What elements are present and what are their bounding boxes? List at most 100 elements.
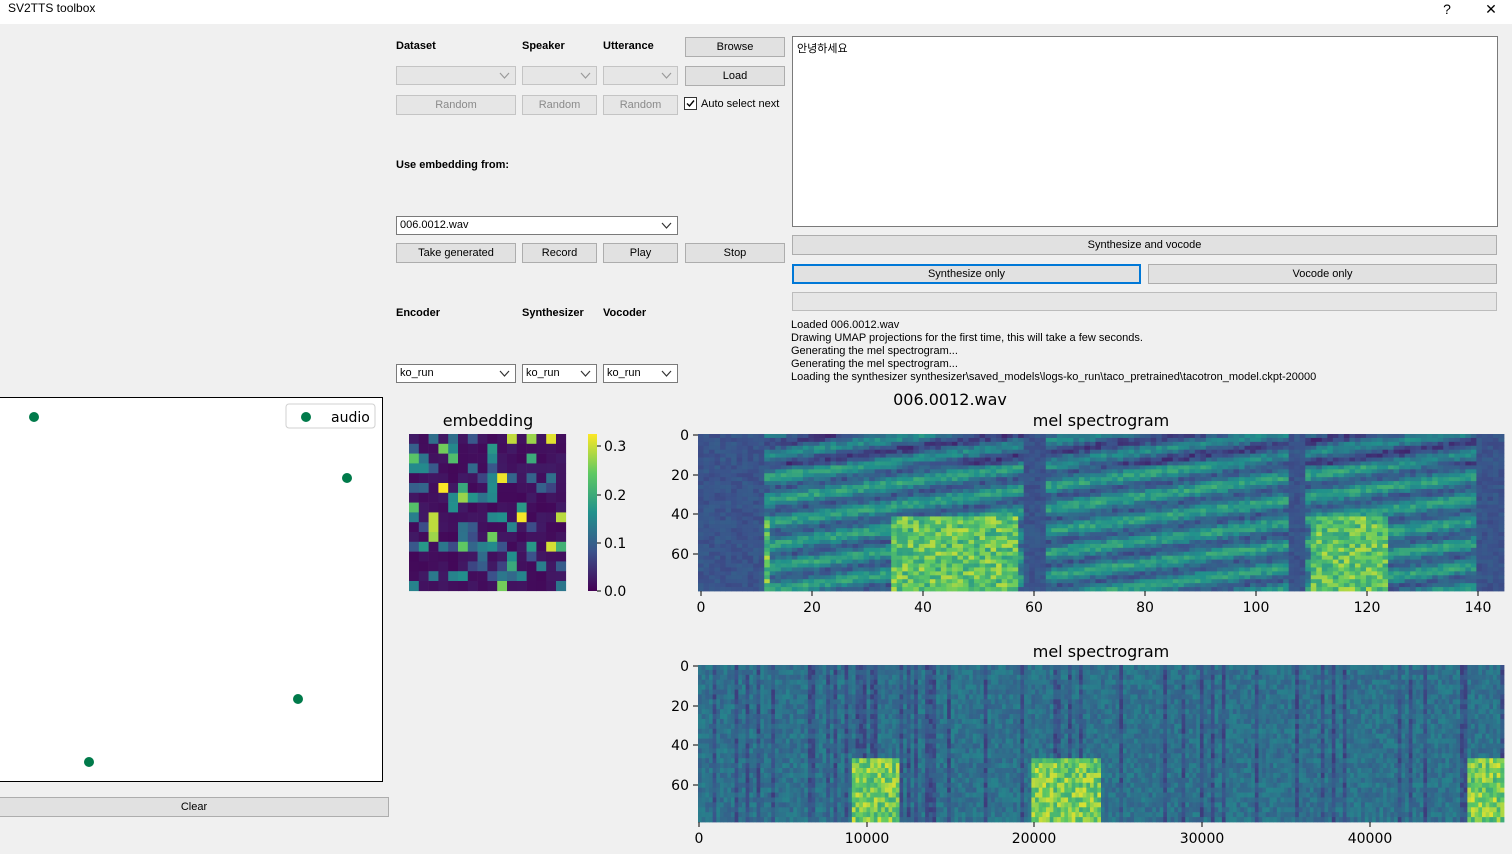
spectrogram-cell <box>1310 520 1317 525</box>
spectrogram-cell <box>758 465 765 470</box>
help-icon[interactable]: ? <box>1443 1 1451 17</box>
spectrogram-cell <box>1084 500 1091 506</box>
spectrogram-cell <box>1239 508 1245 513</box>
spectrogram-cell <box>808 488 815 494</box>
play-button[interactable]: Play <box>603 243 678 263</box>
spectrogram-cell <box>1227 441 1234 447</box>
vocoder-value: ko_run <box>607 367 641 379</box>
utterance-select[interactable] <box>603 66 678 85</box>
spectrogram-cell <box>863 485 870 490</box>
stop-button[interactable]: Stop <box>685 243 785 263</box>
spectrogram-cell <box>764 539 771 545</box>
synthesize-only-button[interactable]: Synthesize only <box>792 264 1141 284</box>
spectrogram-cell <box>1051 563 1058 568</box>
random-utterance-button[interactable]: Random <box>603 95 678 115</box>
spectrogram-cell <box>797 520 804 525</box>
spectrogram-cell <box>1222 473 1229 478</box>
spectrogram-cell <box>736 437 743 443</box>
spectrogram-cell <box>1305 477 1312 482</box>
spectrogram-cell <box>1172 465 1179 470</box>
spectrogram-cell <box>907 543 914 549</box>
vocoder-select[interactable]: ko_run <box>603 364 678 383</box>
spectrogram-cell <box>1332 528 1339 533</box>
spectrogram-cell <box>808 543 815 549</box>
spectrogram-cell <box>1029 520 1036 525</box>
spectrogram-cell <box>1183 508 1190 513</box>
spectrogram-cell <box>1145 536 1152 541</box>
spectrogram-cell <box>918 563 925 568</box>
spectrogram-cell <box>1167 528 1174 533</box>
spectrogram-cell <box>1261 575 1268 580</box>
spectrogram-cell <box>819 469 826 474</box>
spectrogram-cell <box>1189 469 1196 474</box>
spectrogram-cell <box>780 441 787 447</box>
spectrogram-cell <box>1244 524 1251 529</box>
spectrogram-cell <box>747 488 754 494</box>
spectrogram-cell <box>709 488 715 494</box>
dataset-select[interactable] <box>396 66 516 85</box>
spectrogram-cell <box>802 516 809 521</box>
close-icon[interactable]: ✕ <box>1485 1 1497 17</box>
spectrogram-cell <box>775 587 782 592</box>
browse-button[interactable]: Browse <box>685 37 785 57</box>
spectrogram-cell <box>709 587 715 592</box>
spectrogram-cell <box>1040 441 1047 447</box>
spectrogram-cell <box>863 469 870 474</box>
spectrogram-cell <box>896 555 903 560</box>
spectrogram-cell <box>802 528 809 533</box>
spectrogram-cell <box>1056 453 1063 458</box>
speaker-select[interactable] <box>522 66 597 85</box>
spectrogram-cell <box>874 539 881 545</box>
clear-button[interactable]: Clear <box>0 797 389 817</box>
spectrogram-cell <box>731 520 738 525</box>
spectrogram-cell <box>1272 559 1279 564</box>
synthesizer-select[interactable]: ko_run <box>522 364 597 383</box>
record-button[interactable]: Record <box>522 243 597 263</box>
spectrogram-cell <box>758 575 765 580</box>
spectrogram-cell <box>802 587 809 592</box>
encoder-select[interactable]: ko_run <box>396 364 516 383</box>
spectrogram-cell <box>946 539 953 545</box>
spectrogram-cell <box>1123 445 1130 451</box>
spectrogram-cell <box>918 583 925 588</box>
random-speaker-button[interactable]: Random <box>522 95 597 115</box>
spectrogram-cell <box>714 453 721 458</box>
spectrogram-cell <box>1095 485 1102 490</box>
spectrogram-cell <box>836 551 842 557</box>
synthesize-and-vocode-button[interactable]: Synthesize and vocode <box>792 235 1497 255</box>
vocode-only-button[interactable]: Vocode only <box>1148 264 1497 284</box>
embedding-source-select[interactable]: 006.0012.wav <box>396 216 678 235</box>
spectrogram-cell <box>780 520 787 525</box>
spectrogram-cell <box>979 488 986 494</box>
spectrogram-cell <box>1062 539 1069 545</box>
spectrogram-cell <box>1244 437 1251 443</box>
spectrogram-cell <box>786 583 793 588</box>
auto-select-checkbox[interactable] <box>684 97 697 110</box>
spectrogram-cell <box>1145 587 1152 592</box>
spectrogram-cell <box>1283 434 1290 439</box>
spectrogram-cell <box>1128 512 1135 517</box>
spectrogram-cell <box>935 485 942 490</box>
spectrogram-cell <box>996 504 1003 509</box>
take-generated-button[interactable]: Take generated <box>396 243 516 263</box>
spectrogram-cell <box>918 551 925 557</box>
spectrogram-cell <box>731 575 738 580</box>
spectrogram-cell <box>1294 496 1301 502</box>
spectrogram-cell <box>1294 555 1301 560</box>
spectrogram-cell <box>1062 469 1069 474</box>
heatmap-cell <box>507 532 518 543</box>
spectrogram-cell <box>775 492 782 498</box>
spectrogram-cell <box>1288 457 1295 462</box>
heatmap-cell <box>546 483 557 494</box>
spectrogram-cell <box>1051 547 1058 553</box>
spectrogram-cell <box>1034 543 1041 549</box>
load-button[interactable]: Load <box>685 66 785 86</box>
random-dataset-button[interactable]: Random <box>396 95 516 115</box>
spectrogram-cell <box>858 539 865 545</box>
spectrogram-cell <box>946 551 953 557</box>
text-input[interactable]: 안녕하세요 <box>792 36 1498 227</box>
spectrogram-cell <box>1272 496 1279 502</box>
spectrogram-cell <box>736 508 743 513</box>
spectrogram-cell <box>1216 559 1223 564</box>
spectrogram-cell <box>1095 437 1102 443</box>
